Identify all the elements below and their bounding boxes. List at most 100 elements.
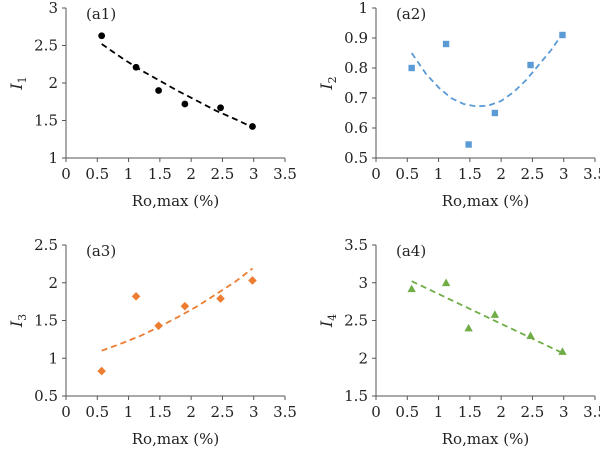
y-tick-label: 0.8 [344,59,368,77]
x-tick-label: 0.5 [395,403,419,421]
x-tick-label: 1 [434,165,444,183]
y-axis-title: I1 [7,76,29,90]
x-tick-label: 0 [61,403,71,421]
x-tick-label: 2.5 [520,403,544,421]
y-tick-label: 1 [48,349,58,367]
data-point [408,64,415,72]
data-point [407,284,416,293]
y-tick-label: 3 [358,274,368,292]
y-tick-label: 1.5 [34,312,58,330]
y-tick-label: 0.6 [344,119,368,137]
chart-panel-3: 0.511.522.50 0.5 1 1.5 2 2.5 3 3.5Ro,max (%)I3(… [7,236,297,448]
x-tick-label: 1 [434,403,444,421]
y-axis-title: I2 [317,76,339,90]
y-tick-label: 1.5 [344,387,368,405]
y-axis-title-letter: I [7,83,26,91]
trend-line [411,280,563,354]
data-point [527,61,534,69]
data-point [155,87,163,94]
x-tick-label: 1.5 [458,403,482,421]
x-tick-label: 2 [496,403,506,421]
x-tick-label: 3.5 [273,403,297,421]
y-tick-label: 0.9 [344,29,368,47]
x-tick-label: 3 [249,403,259,421]
trend-line [410,32,564,108]
x-tick-label: 0.5 [85,165,109,183]
x-tick-label: 2 [186,403,196,421]
x-tick-label: 3.5 [583,165,600,183]
panel-label: (a4) [396,242,426,260]
x-tick-label: 1.5 [458,165,482,183]
y-axis-title-subscript: 1 [16,76,29,83]
y-tick-label: 2.5 [34,37,58,55]
y-tick-label: 1.5 [34,112,58,130]
x-axis-title: Ro,max (%) [132,430,219,448]
y-tick-label: 2 [48,274,58,292]
y-tick-label: 1 [48,149,58,167]
y-tick-label: 2 [358,349,368,367]
data-point [559,31,566,39]
data-point [131,292,141,301]
data-point [98,32,106,40]
data-point [464,323,473,332]
y-tick-label: 3.5 [344,236,368,254]
chart-panel-1: 11.522.530 0.5 1 1.5 2 2.5 3 3.5Ro,max (%)I1(a1… [7,0,297,210]
x-axis-title: Ro,max (%) [442,192,529,210]
y-tick-label: 3 [48,0,58,17]
data-point [558,347,567,355]
y-tick-label: 0.7 [344,89,368,107]
x-axis-title: Ro,max (%) [442,430,529,448]
panel-label: (a2) [396,5,426,23]
x-tick-label: 0 [371,403,381,421]
y-axis-title: I4 [317,314,339,328]
y-axis-title-letter: I [317,320,336,328]
data-point [491,109,499,117]
y-axis-title-subscript: 4 [326,314,339,321]
x-tick-label: 2.5 [210,165,234,183]
x-axis-title: Ro,max (%) [132,192,219,210]
x-tick-label: 1 [124,403,134,421]
y-axis-title: I3 [7,314,29,328]
y-tick-label: 0.5 [344,149,368,167]
y-tick-label: 2.5 [34,236,58,254]
y-axis-title-letter: I [317,83,336,91]
x-tick-label: 0 [371,165,381,183]
x-tick-label: 1 [124,165,134,183]
data-point [132,63,140,71]
panel-label: (a1) [86,5,116,23]
x-tick-label: 2 [496,165,506,183]
y-tick-label: 2.5 [344,312,368,330]
chart-panel-4: 1.5 2 2.5 3 3.5 0 0.5 1 1.5 2 2.5 3 3.5 Ro,max (%) I4 (… [317,236,600,448]
data-point [526,331,535,339]
data-point [249,123,256,130]
data-point [490,310,500,318]
y-tick-label: 0.5 [34,387,58,405]
x-tick-label: 1.5 [148,165,172,183]
trend-line [101,267,254,352]
x-tick-label: 2 [186,165,196,183]
x-tick-label: 0.5 [395,165,419,183]
data-point [441,278,451,287]
x-tick-label: 2.5 [210,403,234,421]
panel-label: (a3) [86,242,116,260]
x-tick-label: 3.5 [273,165,297,183]
data-point [217,104,224,112]
data-point [248,276,257,285]
data-point [180,301,190,311]
x-tick-label: 3 [559,403,569,421]
trend-line [101,43,253,129]
x-tick-label: 3 [249,165,259,183]
data-point [442,40,450,48]
y-axis-title-letter: I [7,320,26,328]
x-tick-label: 3 [559,165,569,183]
x-tick-label: 1.5 [148,403,172,421]
x-tick-label: 3.5 [583,403,600,421]
x-tick-label: 0 [61,165,71,183]
y-axis-title-subscript: 3 [16,314,29,321]
data-point [97,366,106,376]
data-point [181,100,189,108]
x-tick-label: 0.5 [85,403,109,421]
y-tick-label: 1 [358,0,368,17]
